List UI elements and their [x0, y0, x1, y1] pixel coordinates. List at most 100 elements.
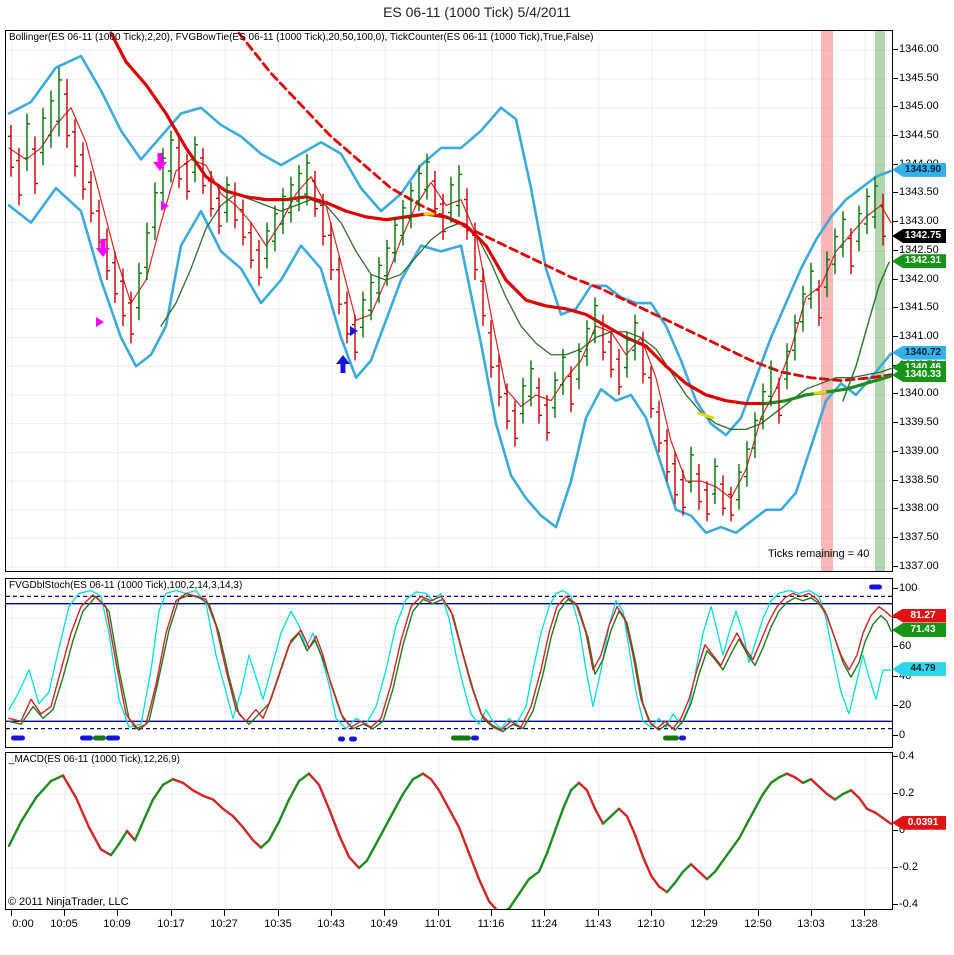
price-bar — [824, 251, 830, 298]
time-tick — [331, 910, 332, 916]
time-tick — [171, 910, 172, 916]
stochastic-panel[interactable]: FVGDblStoch(ES 06-11 (1000 Tick),100,2,1… — [5, 578, 893, 748]
macd-segment — [833, 792, 845, 801]
macd-segment — [697, 870, 709, 881]
macd-segment — [857, 796, 869, 810]
axis-tick — [893, 336, 898, 337]
time-label: 10:49 — [370, 918, 398, 930]
stochastic-plot-area[interactable] — [6, 579, 892, 747]
macd-segment — [307, 772, 321, 786]
price-bar — [240, 199, 246, 246]
macd-segment — [297, 772, 311, 783]
time-label: 0:00 — [12, 918, 34, 930]
price-bar — [608, 331, 614, 378]
price-bar — [120, 268, 126, 327]
axis-tick — [893, 866, 898, 868]
price-bar — [856, 205, 862, 252]
bollinger-lower-band — [7, 186, 892, 535]
macd-panel[interactable]: _MACD(ES 06-11 (1000 Tick),12,26,9) — [5, 752, 893, 910]
time-label: 10:17 — [157, 918, 185, 930]
axis-label: 1345.50 — [899, 71, 939, 84]
macd-segment — [61, 774, 78, 799]
price-bar — [696, 463, 702, 510]
time-tick — [384, 910, 385, 916]
price-bar — [480, 268, 486, 327]
price-bar — [328, 222, 334, 281]
macd-segment — [327, 807, 341, 836]
axis-tick — [893, 450, 898, 452]
macd-segment — [151, 783, 165, 801]
price-plot-area[interactable] — [6, 31, 892, 571]
price-bar — [72, 119, 78, 177]
axis-tick — [893, 307, 898, 309]
axis-label: 1337.50 — [899, 531, 939, 544]
arrow-up-marker — [336, 355, 350, 373]
macd-segment — [761, 781, 773, 796]
price-bar — [384, 239, 390, 286]
axis-tick — [893, 755, 898, 757]
countdown-band-pink — [821, 31, 833, 571]
macd-plot-area[interactable] — [6, 753, 892, 909]
macd-segment — [625, 815, 637, 836]
macd-segment — [347, 855, 361, 870]
macd-segment — [201, 794, 215, 801]
axis-label: 60 — [899, 640, 912, 653]
macd-segment — [553, 807, 565, 833]
ticks-remaining-note: Ticks remaining = 40 — [768, 548, 870, 560]
price-bar — [200, 147, 206, 194]
price-bar — [440, 193, 446, 240]
signal-dash-green — [451, 735, 471, 741]
price-bar — [40, 107, 46, 166]
price-bar — [520, 377, 526, 424]
price-bar — [768, 360, 774, 407]
macd-segment — [287, 779, 301, 801]
macd-segment — [181, 781, 195, 792]
macd-segment — [337, 833, 351, 859]
price-bar — [592, 297, 598, 344]
price-bar — [416, 165, 422, 212]
price-bar — [296, 165, 302, 212]
axis-tick — [893, 903, 898, 905]
price-bar — [224, 176, 230, 223]
price-bar — [192, 136, 198, 183]
price-bar — [160, 147, 166, 206]
macd-segment — [477, 877, 491, 903]
time-tick — [598, 910, 599, 916]
price-bar — [320, 193, 326, 246]
macd-segment — [191, 789, 205, 798]
macd-segment — [681, 863, 693, 873]
price-bar — [48, 90, 54, 148]
price-bar — [488, 320, 494, 378]
macd-segment — [665, 881, 677, 894]
axis-label: 1337.00 — [899, 559, 939, 572]
macd-segment — [381, 811, 395, 833]
price-bar — [256, 239, 262, 286]
macd-panel-indicator-label: _MACD(ES 06-11 (1000 Tick),12,26,9) — [9, 754, 181, 765]
macd-segment — [793, 776, 805, 785]
price-bar — [808, 262, 814, 309]
axis-tick — [893, 249, 898, 251]
price-bar — [616, 348, 622, 395]
axis-label: 1340.00 — [899, 387, 939, 400]
price-bar — [552, 371, 558, 418]
axis-tick — [893, 792, 898, 794]
macd-segment — [133, 820, 145, 842]
macd-segment — [569, 781, 581, 792]
macd-segment — [34, 779, 53, 799]
macd-segment — [745, 807, 757, 825]
axis-tick — [893, 537, 898, 539]
price-bar — [872, 176, 878, 229]
macd-segment — [421, 772, 433, 781]
price-panel[interactable]: Bollinger(ES 06-11 (1000 Tick),2,20), FV… — [5, 30, 893, 572]
time-label: 11:01 — [424, 918, 452, 930]
price-bar — [152, 182, 158, 240]
price-bar — [400, 199, 406, 246]
macd-segment — [673, 870, 685, 885]
price-bar — [424, 153, 430, 200]
bowtie-yellow-segment — [697, 411, 715, 420]
time-tick — [864, 910, 865, 916]
price-tag-1343.90: 1343.90 — [892, 162, 946, 177]
axis-label: 1342.50 — [899, 243, 939, 256]
macd-segment — [507, 892, 521, 909]
time-tick — [544, 910, 545, 916]
